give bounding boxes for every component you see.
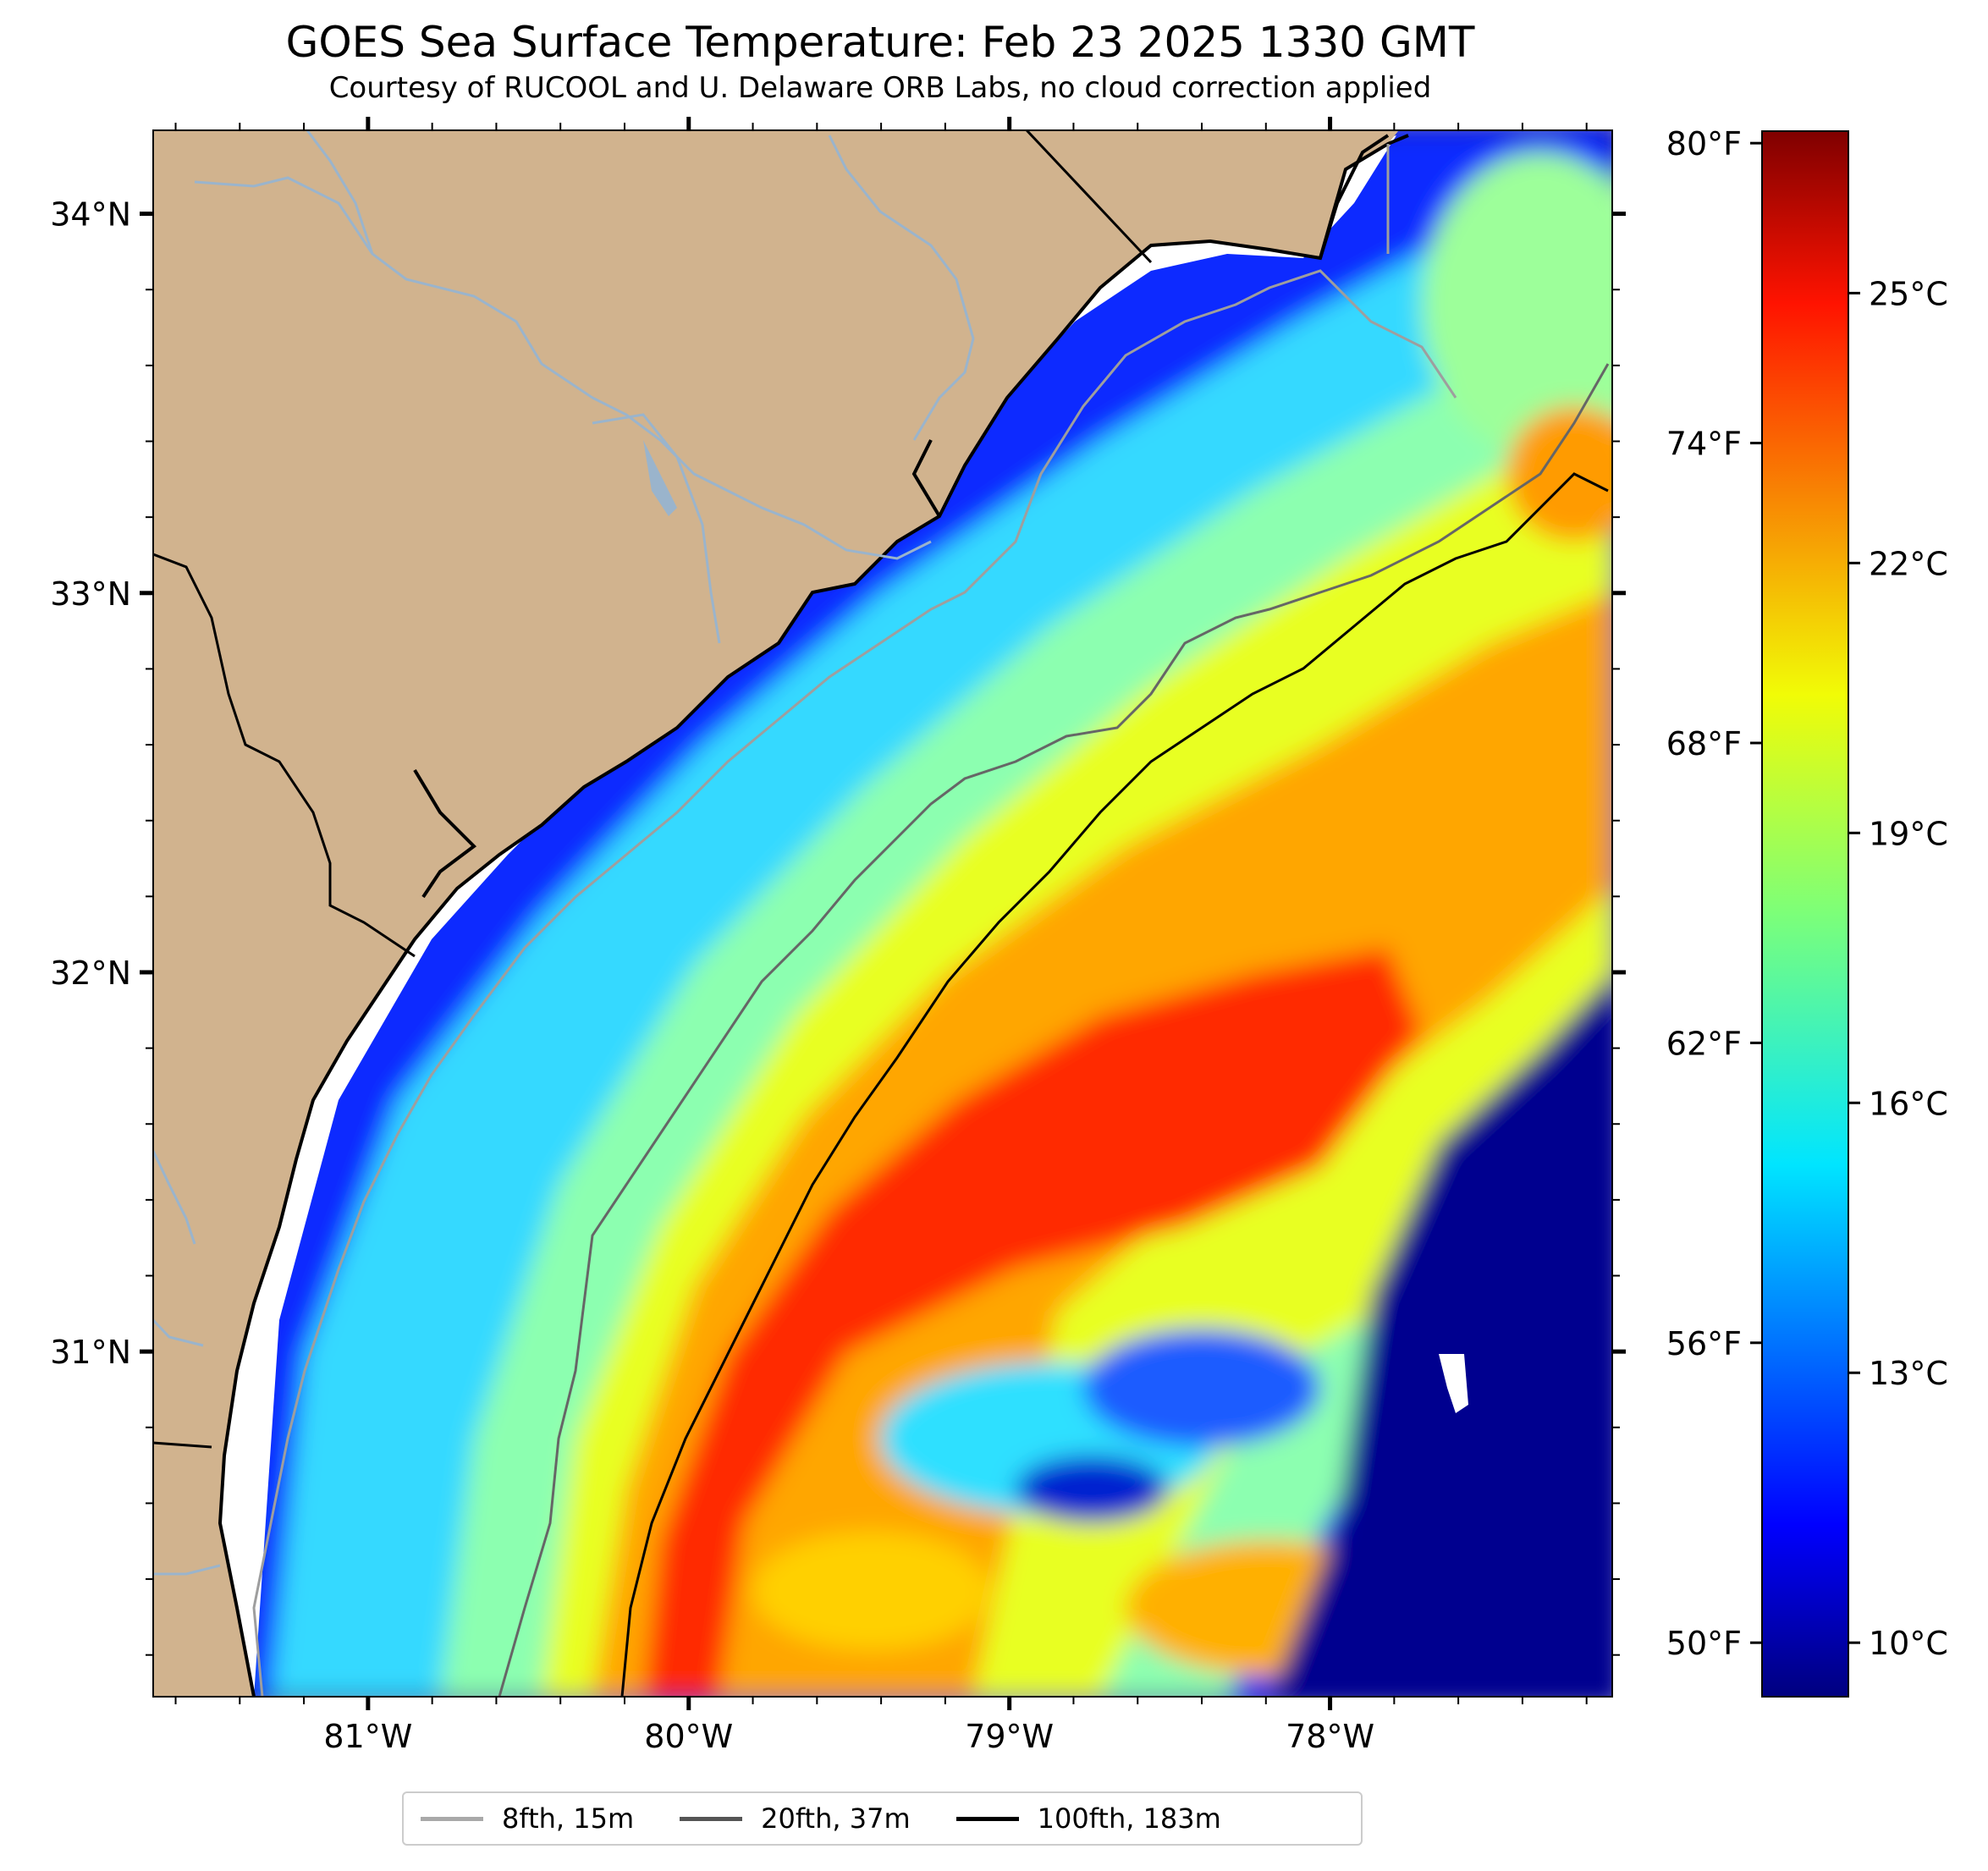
latitude-axis: 34°N 33°N 32°N 31°N (50, 196, 1626, 1656)
lat-tick-label: 31°N (50, 1334, 131, 1371)
legend-swatch-8fth (421, 1816, 483, 1821)
legend-swatch-100fth (955, 1816, 1019, 1821)
colorbar: 50°F 56°F 62°F 68°F 74°F 80°F 10°C 13°C 16°C 19°… (1666, 125, 1948, 1698)
sst-map (153, 130, 1612, 1697)
colorbar-c-tick-label: 16°C (1869, 1085, 1948, 1122)
isobath-8fth (252, 144, 1457, 1697)
legend-label-20fth: 20fth, 37m (761, 1802, 911, 1835)
map-subtitle: Courtesy of RUCOOL and U. Delaware ORB L… (328, 71, 1432, 105)
land (153, 130, 1399, 1697)
longitude-axis: 81°W 80°W 79°W 78°W (174, 117, 1588, 1755)
legend-label-100fth: 100fth, 183m (1037, 1802, 1221, 1835)
coastline (218, 134, 1409, 1697)
colorbar-c-tick-label: 10°C (1869, 1625, 1948, 1662)
lat-tick-label: 32°N (50, 955, 131, 992)
colorbar-gradient (1761, 130, 1849, 1698)
lon-tick-label: 78°W (1286, 1718, 1374, 1755)
legend-item-100fth: 100fth, 183m (948, 1802, 1221, 1835)
colorbar-celsius-axis: 10°C 13°C 16°C 19°C 22°C 25°C (1848, 275, 1948, 1662)
sst-field (153, 130, 1612, 1697)
legend-item-8fth: 8fth, 15m (412, 1802, 634, 1835)
lon-tick-label: 79°W (965, 1718, 1054, 1755)
colorbar-f-tick-label: 80°F (1666, 125, 1742, 162)
isobath-legend: 8fth, 15m 20fth, 37m 100fth, 183m (402, 1791, 1363, 1846)
lon-tick-label: 81°W (323, 1718, 412, 1755)
legend-swatch-20fth (680, 1816, 743, 1821)
colorbar-c-tick-label: 19°C (1869, 815, 1948, 852)
map-title: GOES Sea Surface Temperature: Feb 23 202… (285, 18, 1475, 67)
colorbar-c-tick-label: 22°C (1869, 545, 1948, 582)
map-frame (152, 129, 1613, 1698)
state-borders (153, 130, 1153, 1449)
colorbar-c-tick-label: 25°C (1869, 275, 1948, 312)
colorbar-f-tick-label: 56°F (1666, 1325, 1742, 1362)
colorbar-c-tick-label: 13°C (1869, 1355, 1948, 1392)
colorbar-f-tick-label: 74°F (1666, 426, 1742, 463)
legend-item-20fth: 20fth, 37m (671, 1802, 911, 1835)
lon-tick-label: 80°W (644, 1718, 733, 1755)
legend-label-8fth: 8fth, 15m (502, 1802, 635, 1835)
isobath-100fth (620, 472, 1609, 1697)
colorbar-f-tick-label: 68°F (1666, 725, 1742, 762)
rivers (153, 130, 975, 1576)
colorbar-f-tick-label: 62°F (1666, 1025, 1742, 1062)
lat-tick-label: 33°N (50, 575, 131, 613)
isobath-20fth (498, 363, 1610, 1697)
lat-tick-label: 34°N (50, 196, 131, 234)
colorbar-fahrenheit-axis: 50°F 56°F 62°F 68°F 74°F 80°F (1666, 125, 1762, 1662)
colorbar-f-tick-label: 50°F (1666, 1625, 1742, 1662)
